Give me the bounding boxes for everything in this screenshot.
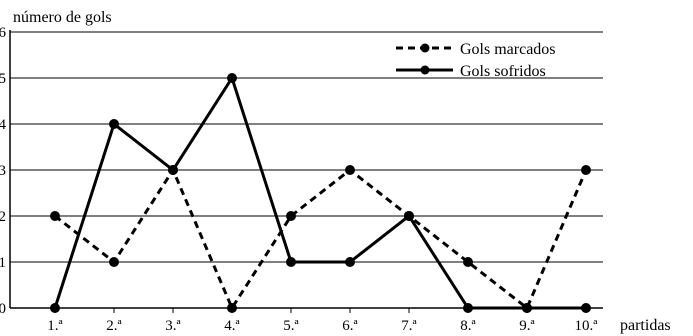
x-axis-title: partidas	[620, 317, 671, 334]
legend: Gols marcados Gols sofridos	[396, 41, 556, 80]
x-tick-label: 6.ª	[342, 318, 358, 334]
label-layer: número de gols partidas 0 1 2 3 4 5 6 1.ª 2.ª 3.ª…	[0, 9, 671, 334]
legend-label-gols-sofridos: Gols sofridos	[460, 63, 546, 80]
legend-marker-gols-sofridos	[420, 65, 430, 75]
legend-label-gols-marcados: Gols marcados	[460, 41, 556, 58]
data-point-gols-sofridos	[522, 303, 532, 313]
x-tick-label: 5.ª	[283, 318, 299, 334]
y-axis-title: número de gols	[13, 9, 112, 26]
data-point-gols-marcados	[581, 165, 591, 175]
data-point-gols-marcados	[286, 211, 296, 221]
x-tick-label: 10.ª	[575, 318, 599, 334]
y-tick-label: 2	[0, 209, 6, 225]
y-tick-label: 5	[0, 71, 6, 87]
x-tick-label: 7.ª	[401, 318, 417, 334]
series-line-gols-sofridos	[53, 74, 586, 310]
x-tick-label: 2.ª	[106, 318, 122, 334]
x-tick-label: 1.ª	[47, 318, 63, 334]
x-tick-label: 3.ª	[165, 318, 181, 334]
grid-layer	[10, 31, 603, 263]
y-tick-label: 6	[0, 25, 7, 41]
data-point-gols-sofridos	[345, 257, 355, 267]
data-point-gols-sofridos	[581, 303, 591, 313]
y-tick-label: 4	[0, 117, 7, 133]
x-tick-label: 8.ª	[460, 318, 476, 334]
data-point-gols-marcados	[109, 257, 119, 267]
data-point-gols-marcados	[50, 211, 60, 221]
data-point-gols-sofridos	[286, 257, 296, 267]
data-point-gols-sofridos	[109, 119, 119, 129]
data-point-gols-marcados	[227, 303, 237, 313]
data-point-gols-marcados	[463, 257, 473, 267]
y-tick-label: 0	[0, 301, 6, 317]
data-point-gols-sofridos	[168, 165, 178, 175]
x-tick-label: 9.ª	[519, 318, 535, 334]
data-point-gols-sofridos	[50, 303, 60, 313]
data-point-gols-marcados	[345, 165, 355, 175]
data-point-gols-sofridos	[463, 303, 473, 313]
data-point-gols-sofridos	[404, 211, 414, 221]
y-tick-label: 1	[0, 255, 6, 271]
series-line-gols-marcados	[54, 166, 588, 312]
series-layer	[50, 73, 591, 313]
data-point-gols-sofridos	[227, 73, 237, 83]
legend-marker-gols-marcados	[420, 43, 430, 53]
y-tick-label: 3	[0, 163, 6, 179]
x-tick-label: 4.ª	[224, 318, 240, 334]
